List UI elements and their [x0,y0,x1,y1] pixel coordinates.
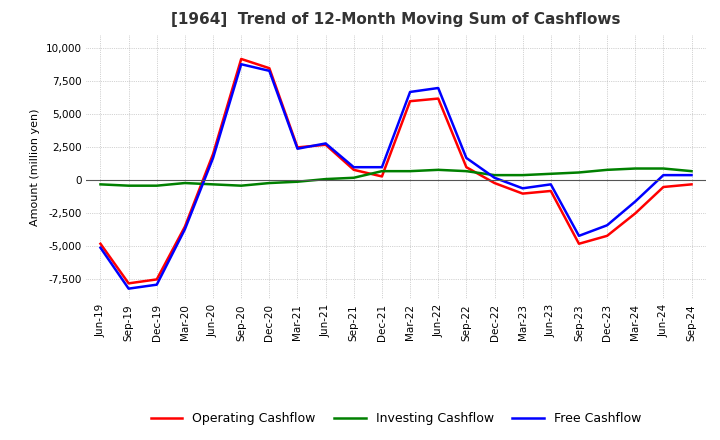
Investing Cashflow [631,166,639,171]
Operating Cashflow [349,167,358,172]
Investing Cashflow [434,167,443,172]
Operating Cashflow [659,184,667,190]
Free Cashflow [96,245,105,250]
Operating Cashflow [321,142,330,147]
Free Cashflow [321,141,330,146]
Free Cashflow [659,172,667,178]
Free Cashflow [153,282,161,287]
Investing Cashflow [237,183,246,188]
Investing Cashflow [518,172,527,178]
Line: Investing Cashflow: Investing Cashflow [101,169,691,186]
Free Cashflow [462,155,471,161]
Free Cashflow [293,146,302,151]
Investing Cashflow [265,180,274,186]
Investing Cashflow [349,175,358,180]
Operating Cashflow [434,96,443,101]
Investing Cashflow [125,183,133,188]
Investing Cashflow [659,166,667,171]
Free Cashflow [575,233,583,238]
Investing Cashflow [603,167,611,172]
Legend: Operating Cashflow, Investing Cashflow, Free Cashflow: Operating Cashflow, Investing Cashflow, … [146,407,646,430]
Free Cashflow [349,165,358,170]
Free Cashflow [265,68,274,73]
Operating Cashflow [575,241,583,246]
Operating Cashflow [490,180,499,186]
Investing Cashflow [377,169,386,174]
Free Cashflow [377,165,386,170]
Free Cashflow [490,175,499,180]
Operating Cashflow [462,165,471,170]
Operating Cashflow [406,99,415,104]
Investing Cashflow [575,170,583,175]
Investing Cashflow [687,169,696,174]
Line: Free Cashflow: Free Cashflow [101,64,691,289]
Free Cashflow [406,89,415,95]
Investing Cashflow [546,171,555,176]
Free Cashflow [687,172,696,178]
Investing Cashflow [321,176,330,182]
Line: Operating Cashflow: Operating Cashflow [101,59,691,283]
Operating Cashflow [209,151,217,157]
Operating Cashflow [96,241,105,246]
Free Cashflow [603,223,611,228]
Free Cashflow [125,286,133,291]
Investing Cashflow [406,169,415,174]
Investing Cashflow [96,182,105,187]
Free Cashflow [209,155,217,161]
Operating Cashflow [237,56,246,62]
Investing Cashflow [490,172,499,178]
Investing Cashflow [293,179,302,184]
Investing Cashflow [181,180,189,186]
Operating Cashflow [153,277,161,282]
Free Cashflow [434,85,443,91]
Free Cashflow [237,62,246,67]
Free Cashflow [631,199,639,204]
Y-axis label: Amount (million yen): Amount (million yen) [30,108,40,226]
Operating Cashflow [518,191,527,196]
Operating Cashflow [265,66,274,71]
Operating Cashflow [603,233,611,238]
Investing Cashflow [153,183,161,188]
Free Cashflow [546,182,555,187]
Free Cashflow [518,186,527,191]
Free Cashflow [181,227,189,232]
Operating Cashflow [293,145,302,150]
Operating Cashflow [687,182,696,187]
Operating Cashflow [631,211,639,216]
Operating Cashflow [377,174,386,179]
Title: [1964]  Trend of 12-Month Moving Sum of Cashflows: [1964] Trend of 12-Month Moving Sum of C… [171,12,621,27]
Operating Cashflow [546,188,555,194]
Investing Cashflow [462,169,471,174]
Investing Cashflow [209,182,217,187]
Operating Cashflow [181,224,189,229]
Operating Cashflow [125,281,133,286]
